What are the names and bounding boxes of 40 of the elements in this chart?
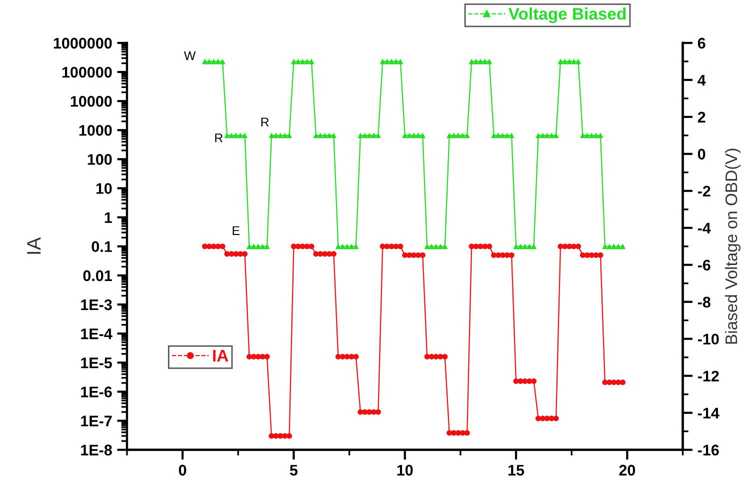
annotation: R bbox=[261, 118, 269, 126]
y2-axis-title: Biased Voltage on OBD(V) bbox=[724, 148, 741, 344]
y2-tick-label: 6 bbox=[698, 38, 706, 49]
x-tick-label: 20 bbox=[619, 464, 636, 476]
y2-tick-label: 0 bbox=[698, 148, 706, 160]
y2-tick-label: -6 bbox=[698, 260, 710, 271]
y2-tick-label: 4 bbox=[698, 74, 706, 86]
annotation: E bbox=[232, 226, 240, 235]
y-tick-label: 100 bbox=[88, 154, 112, 165]
y2-tick-label: -8 bbox=[698, 296, 710, 308]
y2-tick-label: -14 bbox=[698, 408, 720, 418]
legend-label: IA bbox=[213, 350, 228, 362]
y-tick-label: 1E-6 bbox=[81, 386, 112, 398]
y2-tick-label: -16 bbox=[698, 444, 719, 456]
y-axis-title: IA bbox=[27, 237, 41, 254]
y2-tick-label: 2 bbox=[698, 112, 706, 122]
y-tick-label: 1E-8 bbox=[81, 444, 112, 456]
x-tick-label: 0 bbox=[178, 464, 186, 476]
y-tick-label: 1000 bbox=[79, 124, 112, 136]
annotation: R bbox=[215, 134, 223, 142]
legend-label: Voltage Biased bbox=[508, 8, 626, 24]
y-tick-label: 0.01 bbox=[83, 270, 112, 282]
x-tick-label: 10 bbox=[397, 464, 413, 476]
y-tick-label: 0.1 bbox=[92, 241, 112, 252]
y-tick-label: 10 bbox=[96, 183, 112, 194]
y2-tick-label: -2 bbox=[698, 186, 710, 196]
y-tick-label: 1E-4 bbox=[81, 328, 112, 340]
y-tick-label: 1E-7 bbox=[81, 416, 112, 426]
y-tick-label: 100000 bbox=[62, 66, 112, 78]
annotation: W bbox=[184, 51, 196, 60]
x-tick-label: 15 bbox=[508, 464, 524, 476]
y2-tick-label: -4 bbox=[698, 222, 711, 234]
y2-tick-label: -10 bbox=[698, 334, 719, 345]
y-tick-label: 1E-3 bbox=[81, 299, 112, 310]
y2-tick-label: -12 bbox=[698, 370, 719, 382]
y-tick-label: 1 bbox=[104, 212, 112, 223]
x-tick-label: 5 bbox=[290, 464, 298, 476]
y-tick-label: 1000000 bbox=[54, 38, 112, 49]
y-tick-label: 10000 bbox=[70, 96, 112, 107]
y-tick-label: 1E-5 bbox=[81, 358, 112, 368]
